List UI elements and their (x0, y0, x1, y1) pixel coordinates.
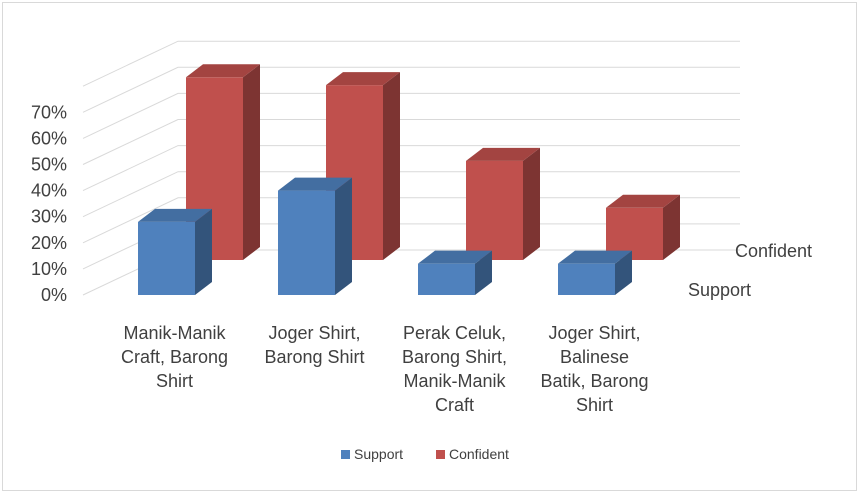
legend-label-support: Support (354, 446, 403, 462)
bar-front (558, 263, 615, 295)
legend: Support Confident (341, 446, 509, 462)
bars (138, 64, 680, 295)
gridline (82, 145, 740, 192)
bar-side (243, 64, 260, 260)
bar-top (558, 250, 632, 264)
bar-top (278, 177, 352, 191)
bar-top (606, 194, 680, 208)
gridlines (82, 40, 740, 296)
category-label: Manik-Manik (403, 371, 506, 391)
bar-side (383, 72, 400, 260)
y-tick-label: 0% (41, 285, 67, 305)
bar-front (278, 190, 335, 295)
category-label: Barong Shirt, (402, 347, 507, 367)
legend-swatch-support (341, 450, 350, 459)
bar-front (138, 221, 195, 295)
bar-support (558, 250, 632, 295)
y-tick-label: 60% (31, 128, 67, 148)
legend-swatch-confident (436, 450, 445, 459)
bar-top (466, 147, 540, 161)
gridline (82, 66, 740, 113)
depth-label-support: Support (688, 280, 751, 300)
chart-frame: 0% 10% 20% 30% 40% 50% 60% 70% Manik-Manik Craft… (2, 2, 857, 491)
bar-confident (326, 72, 400, 260)
category-label: Joger Shirt, (268, 323, 360, 343)
bar-top (138, 208, 212, 222)
y-tick-label: 70% (31, 102, 67, 122)
bar-side (663, 194, 680, 260)
y-tick-label: 40% (31, 181, 67, 201)
bar-front (466, 160, 523, 260)
category-label: Shirt (576, 395, 613, 415)
category-label: Craft, Barong (121, 347, 228, 367)
bar-confident (186, 64, 260, 260)
gridline (82, 197, 740, 244)
category-label: Manik-Manik (123, 323, 226, 343)
bar-support (418, 250, 492, 295)
gridline (82, 40, 740, 87)
bar-side (523, 147, 540, 260)
y-tick-label: 30% (31, 207, 67, 227)
category-label: Shirt (156, 371, 193, 391)
bar-confident (606, 194, 680, 260)
bar-front (418, 263, 475, 295)
bar-side (335, 177, 352, 295)
bar-support (138, 208, 212, 295)
bar-top (186, 64, 260, 78)
bar-side (615, 250, 632, 295)
legend-label-confident: Confident (449, 446, 509, 462)
category-label: Joger Shirt, (548, 323, 640, 343)
category-label: Perak Celuk, (403, 323, 506, 343)
depth-label-confident: Confident (735, 241, 812, 261)
category-labels: Manik-Manik Craft, Barong Shirt Joger Shirt… (121, 323, 649, 415)
y-tick-label: 20% (31, 233, 67, 253)
y-axis-ticks: 0% 10% 20% 30% 40% 50% 60% 70% (31, 102, 67, 305)
category-label: Balinese (560, 347, 629, 367)
bar-support (278, 177, 352, 295)
bar-top (326, 72, 400, 86)
category-label: Craft (435, 395, 474, 415)
depth-axis-labels: Confident Support (688, 241, 812, 300)
bar-side (195, 208, 212, 295)
gridline (82, 119, 740, 165)
bar-side (475, 250, 492, 295)
category-label: Barong Shirt (264, 347, 364, 367)
y-tick-label: 50% (31, 155, 67, 175)
bar-confident (466, 147, 540, 260)
y-tick-label: 10% (31, 259, 67, 279)
gridline (82, 171, 740, 218)
bar-top (418, 250, 492, 264)
chart-svg: 0% 10% 20% 30% 40% 50% 60% 70% Manik-Manik Craft… (31, 40, 812, 462)
gridline (82, 92, 740, 139)
category-label: Batik, Barong (540, 371, 648, 391)
